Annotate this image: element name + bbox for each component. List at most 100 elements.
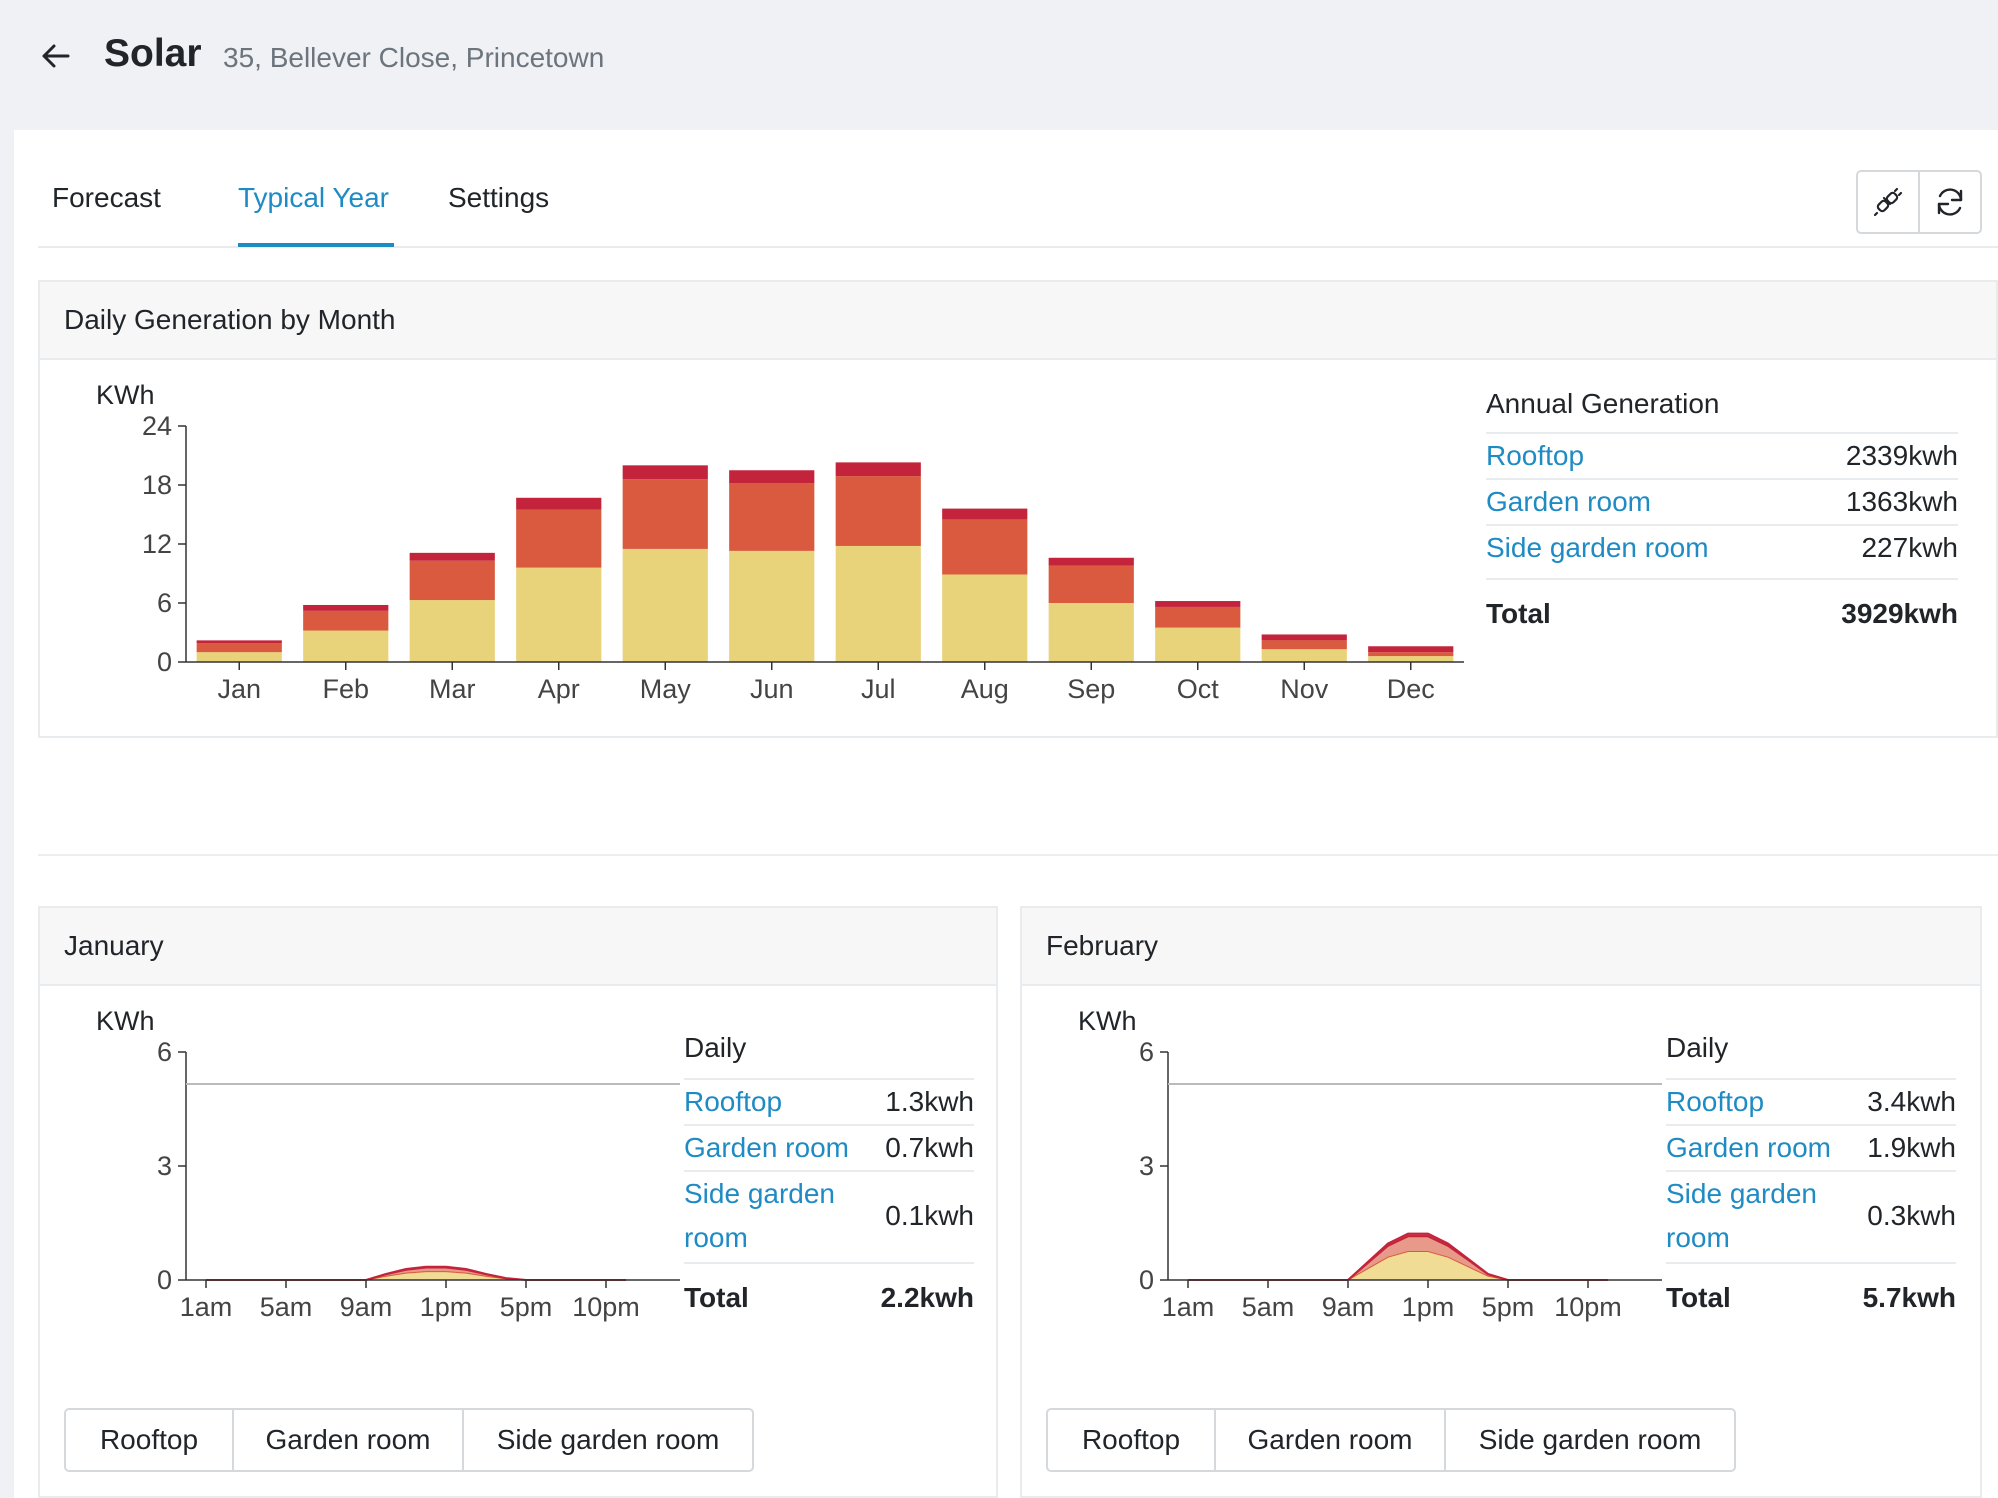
rooftop-button[interactable]: Rooftop	[1081, 1424, 1181, 1455]
x-tick-label: 5am	[1242, 1292, 1295, 1322]
x-tick-label: Mar	[429, 674, 476, 704]
y-tick-label: 6	[157, 1037, 172, 1067]
bar-segment	[622, 465, 708, 480]
legend-row-rooftop: Rooftop 1.3kwh	[684, 1078, 974, 1124]
x-tick-label: May	[640, 674, 692, 704]
y-tick-label: 24	[142, 411, 172, 441]
legend-value: 1.3kwh	[885, 1086, 974, 1117]
x-tick-label: Feb	[322, 674, 369, 704]
legend-title: Annual Generation	[1486, 388, 1720, 419]
monthly-bar-chart: KWh 0 6 12 18 24 Jan Feb Mar Apr May Jun Jul Aug Sep Oc…	[96, 380, 1464, 704]
y-tick-label: 18	[142, 470, 172, 500]
bar-segment	[622, 479, 708, 549]
legend-row-total: Total 2.2kwh	[684, 1262, 974, 1318]
x-tick-label: Aug	[961, 674, 1009, 704]
legend-row-rooftop: Rooftop 3.4kwh	[1666, 1078, 1956, 1124]
legend-value: 2339kwh	[1845, 440, 1958, 471]
legend-row-side-garden-room: Side garden room 227kwh	[1486, 524, 1958, 570]
legend-value: 0.3kwh	[1867, 1200, 1956, 1231]
y-tick-label: 12	[142, 529, 172, 559]
legend-link-garden-room[interactable]: Garden room	[1486, 486, 1651, 517]
bar-segment	[409, 552, 495, 561]
february-daily-legend: Daily Rooftop 3.4kwh Garden room 1.9kwh …	[1666, 988, 1956, 1318]
y-tick-label: 0	[157, 647, 172, 677]
x-tick-label: 9am	[1322, 1292, 1375, 1322]
legend-row-garden-room: Garden room 1363kwh	[1486, 478, 1958, 524]
refresh-button[interactable]	[1918, 172, 1980, 232]
bar-segment	[835, 545, 921, 662]
january-card: January KWh 0 3 6 1am 5am 9am 1pm 5pm 10pm Daily …	[38, 906, 998, 1498]
legend-link-garden-room[interactable]: Garden room	[684, 1132, 849, 1163]
y-tick-label: 0	[1139, 1265, 1154, 1295]
legend-value: 3.4kwh	[1867, 1086, 1956, 1117]
bar-segment	[1368, 646, 1454, 653]
february-card: February KWh 0 3 6 1am 5am 9am 1pm 5pm 10pm Daily…	[1020, 906, 1982, 1498]
legend-link-garden-room[interactable]: Garden room	[1666, 1132, 1831, 1163]
bar-segment	[1261, 634, 1347, 641]
x-tick-label: Nov	[1280, 674, 1329, 704]
legend-link-side-garden-room[interactable]: Side garden room	[1666, 1178, 1818, 1253]
y-axis-label: KWh	[96, 380, 155, 410]
legend-link-side-garden-room[interactable]: Side garden room	[684, 1178, 836, 1253]
legend-value: 0.1kwh	[885, 1200, 974, 1231]
legend-link-side-garden-room[interactable]: Side garden room	[1486, 532, 1709, 563]
legend-row-total: Total 3929kwh	[1486, 578, 1958, 642]
legend-total-label: Total	[1486, 598, 1551, 629]
bar-segment	[516, 497, 602, 510]
rooftop-button[interactable]: Rooftop	[99, 1424, 199, 1455]
bar-segment	[942, 508, 1028, 520]
tab-bar: Forecast Typical Year Settings	[38, 130, 1998, 248]
area-series	[1188, 1251, 1608, 1281]
section-divider	[38, 854, 1998, 856]
tab-forecast[interactable]: Forecast	[52, 182, 161, 213]
garden-room-button[interactable]: Garden room	[1214, 1410, 1444, 1470]
side-garden-room-button[interactable]: Side garden room	[1444, 1410, 1734, 1470]
back-button[interactable]	[38, 38, 74, 74]
x-tick-label: 10pm	[572, 1292, 640, 1322]
page-title: Solar	[104, 32, 202, 75]
x-tick-label: Oct	[1177, 674, 1220, 704]
arrow-left-icon	[42, 44, 70, 68]
bar-segment	[942, 519, 1028, 575]
bar-segment	[516, 509, 602, 568]
x-tick-label: 1am	[180, 1292, 233, 1322]
x-tick-label: Jul	[861, 674, 896, 704]
link-button[interactable]	[1858, 172, 1918, 232]
bar-segment	[303, 610, 389, 631]
x-tick-label: 5pm	[1482, 1292, 1535, 1322]
bar-segment	[729, 550, 815, 662]
legend-link-rooftop[interactable]: Rooftop	[684, 1086, 783, 1117]
bar-segment	[1048, 603, 1134, 662]
x-tick-label: 1pm	[420, 1292, 473, 1322]
legend-link-rooftop[interactable]: Rooftop	[1486, 440, 1585, 471]
page-header: Solar 35, Bellever Close, Princetown	[0, 0, 1998, 130]
legend-row-side-garden-room: Side garden room 0.3kwh	[1666, 1170, 1956, 1262]
card-header: Daily Generation by Month	[40, 282, 1996, 360]
legend-total-value: 2.2kwh	[880, 1282, 974, 1313]
bar-segment	[1155, 627, 1241, 662]
bar-segment	[1261, 640, 1347, 650]
x-tick-label: 1pm	[1402, 1292, 1455, 1322]
legend-row-garden-room: Garden room 0.7kwh	[684, 1124, 974, 1170]
side-garden-room-button[interactable]: Side garden room	[462, 1410, 752, 1470]
garden-room-button[interactable]: Garden room	[232, 1410, 462, 1470]
toolbar-buttons	[1856, 170, 1982, 234]
february-area-chart: KWh 0 3 6 1am 5am 9am 1pm 5pm 10pm	[1078, 1006, 1662, 1322]
january-area-chart: KWh 0 3 6 1am 5am 9am 1pm 5pm 10pm	[96, 1006, 680, 1322]
legend-row-rooftop: Rooftop 2339kwh	[1486, 432, 1958, 478]
area-series	[1188, 1232, 1608, 1281]
page-subtitle-address: 35, Bellever Close, Princetown	[223, 42, 605, 73]
card-title: Daily Generation by Month	[64, 304, 396, 335]
x-tick-label: 9am	[340, 1292, 393, 1322]
bar-segment	[1048, 565, 1134, 603]
legend-link-rooftop[interactable]: Rooftop	[1666, 1086, 1765, 1117]
bar-segment	[196, 643, 282, 653]
tab-typical-year[interactable]: Typical Year	[238, 182, 389, 213]
bar-segment	[303, 604, 389, 611]
legend-total-label: Total	[684, 1282, 749, 1313]
bar-segment	[409, 560, 495, 601]
bar-segment	[1368, 656, 1454, 662]
tab-settings[interactable]: Settings	[448, 182, 550, 213]
y-axis-label: KWh	[1078, 1006, 1137, 1036]
y-tick-label: 0	[157, 1265, 172, 1295]
